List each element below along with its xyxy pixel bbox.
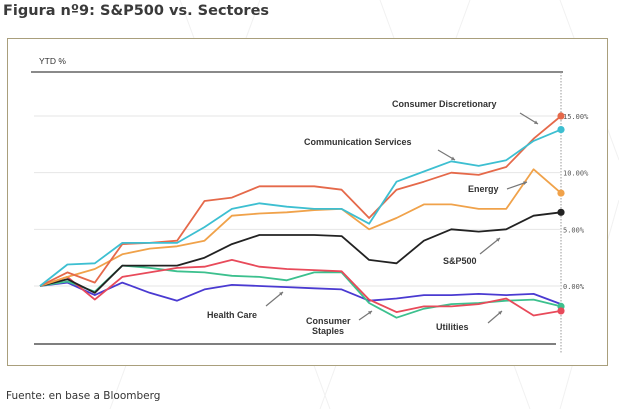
y-axis-label: YTD % (39, 56, 66, 66)
y-tick-label: 10.00% (563, 170, 589, 178)
arrowhead (279, 292, 283, 296)
annotation-arrow (479, 237, 501, 255)
endpoint-marker-energy (557, 189, 565, 197)
chart-frame (7, 38, 608, 366)
annotation-energy: Energy (468, 181, 528, 194)
annotation-health-care: Health Care (207, 291, 284, 320)
series-line-communication-services (39, 128, 562, 287)
endpoint-marker-consumer-discretionary (557, 112, 565, 120)
endpoint-marker-sp500 (557, 208, 565, 216)
source-note: Fuente: en base a Bloomberg (6, 390, 161, 402)
series-line-sp500 (39, 211, 562, 294)
series-line-consumer-discretionary (39, 115, 562, 287)
annotation-consumer-discretionary: Consumer Discretionary (392, 99, 539, 125)
annotation-communication-services: Communication Services (304, 137, 456, 161)
annotation-label: Consumer (306, 316, 351, 326)
series-line-energy (39, 168, 562, 287)
y-tick-label: 0.00% (563, 283, 585, 291)
annotation-label: Energy (468, 184, 499, 194)
arrowhead (451, 156, 455, 160)
annotation-label: Staples (312, 326, 344, 336)
annotation-arrow (506, 181, 528, 190)
series-lines (39, 115, 562, 319)
endpoint-marker-communication-services (557, 126, 565, 134)
annotation-label: Health Care (207, 310, 257, 320)
endpoint-marker-utilities (557, 307, 565, 315)
series-line-health-care (39, 281, 562, 305)
y-tick-labels: 0.00% 5.00% 10.00% 15.00% (563, 113, 589, 291)
arrowhead (498, 311, 502, 315)
series-line-utilities (39, 258, 562, 317)
y-tick-label: 5.00% (563, 226, 585, 234)
annotation-utilities: Utilities (436, 310, 503, 332)
annotation-label: Consumer Discretionary (392, 99, 497, 109)
gridlines (34, 115, 561, 287)
arrowhead (523, 181, 527, 185)
endpoint-markers (557, 112, 565, 315)
y-tick-label: 15.00% (563, 113, 589, 121)
annotations: Consumer Discretionary Communication Serv… (207, 99, 539, 336)
arrowhead (368, 311, 372, 315)
annotation-label: Communication Services (304, 137, 412, 147)
annotation-arrow (519, 112, 539, 125)
annotation-arrow (265, 291, 284, 307)
arrowhead (534, 120, 538, 124)
annotation-sp500: S&P500 (443, 237, 501, 266)
annotation-label: Utilities (436, 322, 469, 332)
annotation-label: S&P500 (443, 256, 477, 266)
arrowhead (496, 238, 500, 242)
figure-title: Figura nº9: S&P500 vs. Sectores (3, 3, 270, 19)
series-line-consumer-staples (39, 264, 562, 319)
